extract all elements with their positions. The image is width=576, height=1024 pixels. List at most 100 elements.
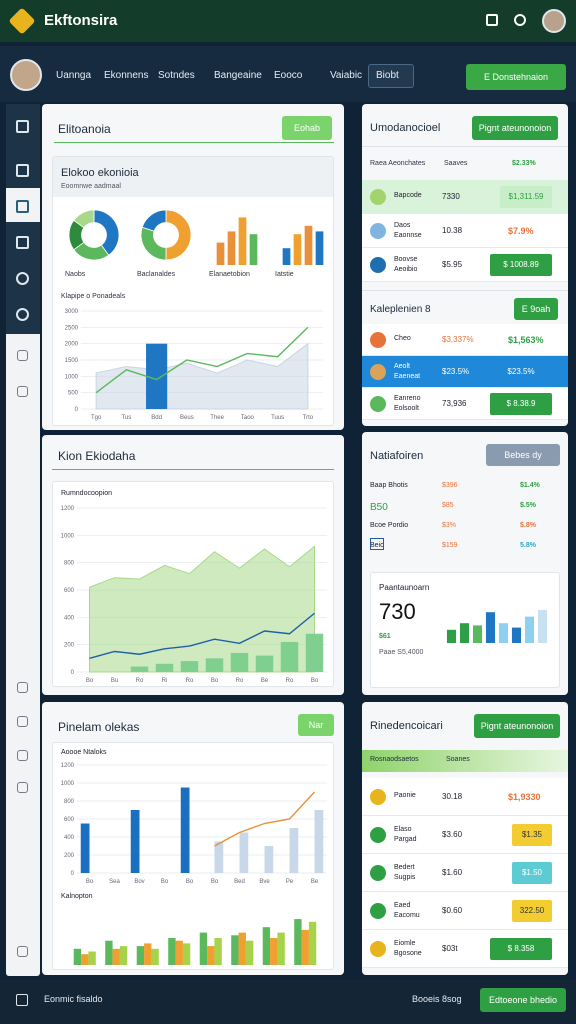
underline [54,142,334,143]
x-tick-label: Bo [211,879,219,885]
underline [52,469,334,470]
text: 10.38 [442,226,463,235]
badge: $1.50 [512,862,552,884]
text: Boovse [394,256,418,263]
sidebar-icon [17,782,28,793]
bar [280,641,299,672]
text: $0.60 [442,906,463,915]
y-tick-label: 600 [64,588,75,594]
nav-item[interactable]: Eooco [274,70,303,81]
text: Kion Ekiodaha [58,449,136,463]
button[interactable]: E Donstehnaion [466,64,566,90]
x-tick-label: Thee [210,415,224,421]
sidebar-icon [16,164,29,177]
divider [362,290,568,291]
panel: Umodanocioel Pignt ateunonoion Raea Aeonch… [362,104,568,426]
bar [277,932,285,965]
text: Eacomu [394,912,420,919]
text: Baclanaldes [137,271,176,278]
sidebar-icon [16,308,29,321]
y-tick-label: 1200 [61,763,75,769]
x-tick-label: Bed [234,879,245,885]
header: Ekftonsira [0,0,576,42]
bar [308,921,317,965]
button[interactable]: Bebes dy [486,444,560,466]
bar [262,927,271,965]
nav-item[interactable]: Sotndes [158,70,195,81]
text: Kalnopton [61,893,93,900]
nav-bar: Uannga Ekonnens Sotndes Bangeaine Eooco Vaiab… [0,46,576,102]
y-tick-label: 3000 [65,309,79,315]
text: 73,936 [442,399,467,408]
bar [175,940,183,965]
sidebar-icon [17,750,28,761]
bar [282,248,291,265]
button[interactable]: Nar [298,714,334,736]
badge: $ 1008.89 [490,254,552,276]
text: Cheo [394,335,411,342]
sidebar-icon [17,682,28,693]
text: Rinedencoicari [370,720,443,732]
x-tick-label: Ro [236,678,244,684]
text: Beio [370,542,385,549]
bar [239,832,249,873]
x-tick-label: Sea [109,879,120,885]
y-tick-label: 800 [64,561,75,567]
y-tick-label: 0 [71,670,75,676]
nav-item[interactable]: Uannga [56,70,92,81]
bar [80,823,90,873]
text: Kaleplenien 8 [370,304,431,315]
row-icon [370,223,386,239]
x-tick-label: Be [261,678,269,684]
button[interactable]: Pignt ateunonoion [472,116,558,140]
text: Eonmic fisaldo [44,994,103,1004]
pie-slice [73,209,95,229]
text: Eaed [394,902,411,909]
text: $23.5% [442,367,470,376]
row-icon [370,332,386,348]
button[interactable]: E 9oah [514,298,558,320]
text: $1.4% [520,482,540,489]
area [95,342,309,410]
x-tick-label: Ro [286,678,294,684]
y-tick-label: 400 [64,835,75,841]
icon [514,14,526,26]
nav-item[interactable]: Bangeaine [214,70,262,81]
bar [315,231,324,265]
nav-item[interactable]: Biobt [376,70,399,81]
nav-item[interactable]: Vaiabic [330,70,363,81]
text: $85 [442,502,454,509]
bar [459,623,470,643]
text: Aeoibio [394,266,418,273]
panel: Pinelam olekas Nar Aoooe Ntaloks 0 200 400 600… [42,702,344,975]
text: Eaonnse [394,232,422,239]
card: Paantaunoarn 730 $61 Paae S5,4000 [370,572,560,688]
panel: Natiafoiren Bebes dy Baap Bhotis $396 $1.4% B… [362,432,568,695]
y-tick-label: 1200 [61,506,75,512]
text: Rosnaodsaetos [370,756,419,763]
bar [180,661,199,672]
row [362,214,568,248]
bar [498,623,509,643]
bar [305,633,324,672]
card: Rumndocoopion 0 200 400 600 800 1000 1200 Bo Bu Ro… [52,481,334,687]
row-icon [370,364,386,380]
text: Daos [394,222,411,229]
logo [8,7,36,35]
bar [294,919,302,965]
row-icon [370,865,386,881]
badge: $23.5% [490,361,552,383]
text: 30.18 [442,792,463,801]
bar [537,610,548,643]
button[interactable]: Eohab [282,116,332,140]
card-head [53,157,333,197]
button[interactable]: Edtoeone bhedio [480,988,566,1012]
sidebar-icon [17,946,28,957]
text: $3,337% [442,335,474,344]
button[interactable]: Pignt ateunonoion [474,714,560,738]
chart [68,209,120,261]
y-tick-label: 0 [75,407,79,413]
nav-item[interactable]: Ekonnens [104,70,149,81]
bar [81,954,89,965]
text: Umodanocioel [370,122,441,134]
